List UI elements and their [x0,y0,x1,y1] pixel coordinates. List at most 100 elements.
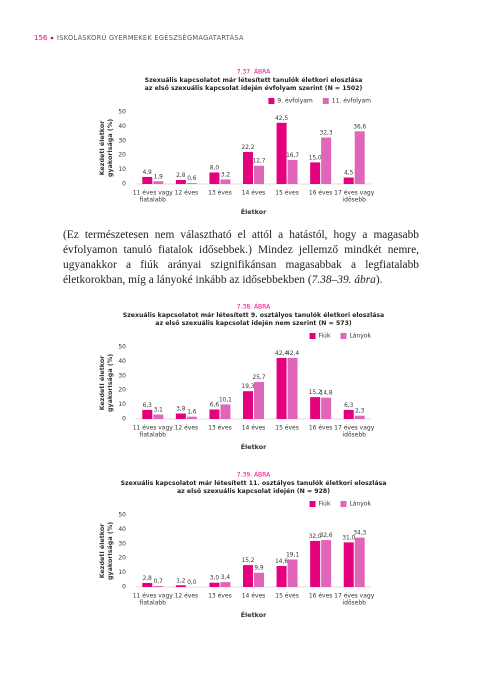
y-tick-label: 50 [118,344,126,351]
x-tick-label: 11 éves vagy [133,425,174,432]
x-tick-label: fiatalabb [140,432,167,439]
x-tick-label: fiatalabb [140,600,167,607]
bar [209,409,220,419]
bar [321,540,332,587]
paragraph-text: (Ez természetesen nem választható el att… [63,229,419,286]
value-label: 3,2 [221,172,231,178]
running-title: ISKOLÁSKORÚ GYERMEKEK EGÉSZSÉGMAGATARTÁS… [57,33,244,42]
y-tick-label: 0 [122,416,126,423]
value-label: 0,6 [187,176,197,182]
y-tick-label: 50 [118,512,126,519]
separator [50,36,54,40]
bar [209,582,220,587]
x-tick-label: 14 éves [242,425,266,432]
y-tick-label: 10 [118,401,126,408]
value-label: 1,6 [187,410,197,416]
bar [276,357,287,419]
y-tick-label: 0 [122,584,126,591]
chart-title: Szexuális kapcsolatot már létesített 11.… [121,479,387,487]
x-tick-label: 11 éves vagy [133,190,174,197]
y-tick-label: 10 [118,569,126,576]
value-label: 15,0 [309,155,322,161]
value-label: 0,0 [187,580,197,586]
bar [243,391,253,419]
x-tick-label: 17 éves vagy [334,190,375,197]
legend-label: Lányok [349,501,371,508]
bar [186,416,197,419]
chart-title: az első szexuális kapcsolat idején (N = … [177,486,330,495]
chart-title: Szexuális kapcsolatot már létesített 9. … [123,311,384,319]
y-axis-title-line: Kezdeti életkor [98,120,106,176]
bar [153,585,164,587]
value-label: 2,8 [176,173,186,179]
bar [354,131,365,184]
bar [276,565,287,587]
bar [220,179,231,184]
y-tick-label: 30 [118,372,126,379]
x-tick-label: idősebb [342,197,366,204]
chart-title: az első szexuális kapcsolat idején évfol… [145,83,363,92]
bar [343,177,354,184]
figure-label: 7.39. ÁBRA [237,472,271,479]
bar [276,122,287,184]
bar [321,397,332,419]
bar [287,559,298,587]
legend-label: 9. évfolyam [277,98,313,105]
y-axis-title-line: gyakorisága (%) [106,522,114,580]
bar [354,415,365,419]
value-label: 25,7 [253,375,266,381]
bar [343,542,354,587]
x-tick-label: 14 éves [242,190,266,197]
y-tick-label: 20 [118,555,126,562]
value-label: 16,7 [286,153,299,159]
legend-swatch [340,501,347,507]
value-label: 22,2 [242,145,255,151]
x-axis-title: Életkor [241,442,267,451]
bar [287,357,298,419]
value-label: 32,3 [320,130,333,136]
value-label: 1,9 [154,174,164,180]
bar [142,409,153,419]
value-label: 8,0 [210,165,220,171]
value-label: 6,6 [210,402,220,408]
x-tick-label: 11 éves vagy [133,593,174,600]
bar [220,404,231,419]
value-label: 19,1 [286,552,299,558]
legend-label: Lányok [349,333,371,340]
x-tick-label: idősebb [342,432,366,439]
x-tick-label: 12 éves [175,593,199,600]
bar [142,176,153,184]
value-label: 34,3 [353,531,366,537]
x-tick-label: fiatalabb [140,197,167,204]
x-axis-title: Életkor [241,610,267,619]
bar [243,565,253,587]
paragraph-closing: ). [375,274,383,286]
value-label: 9,9 [254,566,264,572]
x-tick-label: 16 éves [309,425,333,432]
bar [153,181,164,184]
value-label: 3,4 [221,575,231,581]
value-label: 10,1 [219,397,232,403]
legend-swatch [309,333,316,339]
bar [186,183,197,184]
legend-swatch [340,333,347,339]
value-label: 4,5 [344,171,354,177]
x-tick-label: 13 éves [208,593,232,600]
value-label: 42,4 [286,351,299,357]
value-label: 0,7 [154,579,164,585]
bar [354,537,365,587]
bar [175,585,186,587]
x-tick-label: 13 éves [208,425,232,432]
x-tick-label: 16 éves [309,190,333,197]
value-label: 3,1 [154,408,164,414]
x-tick-label: 17 éves vagy [334,593,375,600]
x-tick-label: 13 éves [208,190,232,197]
bar [175,413,186,419]
legend-swatch [322,98,329,104]
value-label: 6,3 [143,403,153,409]
legend-swatch [309,501,316,507]
x-tick-label: idősebb [342,600,366,607]
y-tick-label: 40 [118,526,126,533]
y-axis-title-line: Kezdeti életkor [98,523,106,579]
